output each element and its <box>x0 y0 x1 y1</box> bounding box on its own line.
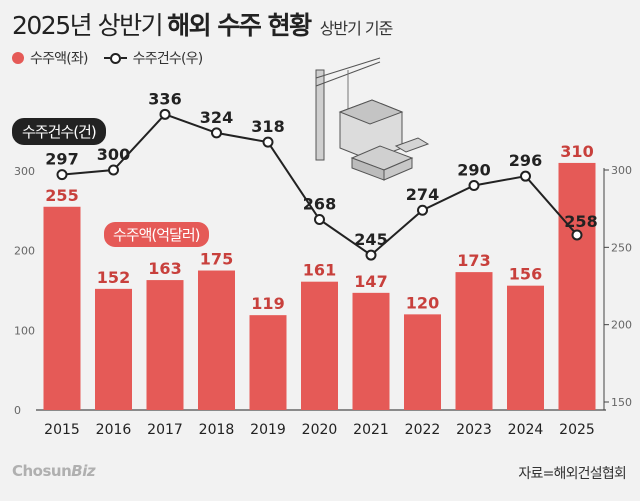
bar-value-2017: 163 <box>148 259 181 278</box>
x-tick-2017: 2017 <box>147 422 183 438</box>
x-axis-ticks: 2015 2016 2017 2018 2019 2020 2021 2022 2023 2024… <box>44 422 595 438</box>
right-tick-label: 200 <box>611 319 632 332</box>
bar-2021 <box>352 292 390 410</box>
count-point-2024 <box>520 170 531 182</box>
bar-2020 <box>301 281 338 410</box>
x-tick-2021: 2021 <box>353 422 389 438</box>
bar-2023 <box>455 272 493 410</box>
right-tick-label: 150 <box>611 396 632 409</box>
bar-value-2021: 147 <box>354 272 387 291</box>
count-point-2022 <box>417 204 428 216</box>
left-tick-label: 200 <box>14 245 35 258</box>
left-tick-label: 300 <box>14 165 35 178</box>
x-tick-2016: 2016 <box>96 422 132 438</box>
bar-value-2019: 119 <box>251 294 284 313</box>
construction-illustration <box>315 57 430 181</box>
bar-value-2024: 156 <box>509 265 542 284</box>
bar-value-2015: 255 <box>45 186 78 205</box>
count-value-2019: 318 <box>251 117 284 136</box>
title-strong: 해외 수주 현황 <box>167 11 312 40</box>
bar-2016 <box>95 288 132 410</box>
bar-value-2022: 120 <box>406 293 439 312</box>
count-point-2019 <box>262 136 274 148</box>
count-axis-tag: 수주건수(건) <box>12 118 106 145</box>
bar-value-2025: 310 <box>560 142 593 161</box>
bar-value-2016: 152 <box>97 268 130 287</box>
bar-value-2023: 173 <box>457 251 490 270</box>
legend-line-marker <box>103 52 127 64</box>
title-year: 2025년 상반기 <box>12 11 164 40</box>
legend-bar-marker <box>12 52 24 64</box>
count-point-2025 <box>571 229 583 241</box>
count-value-2021: 245 <box>354 230 387 249</box>
bar-2015 <box>43 206 81 410</box>
count-value-2017: 336 <box>148 89 181 108</box>
count-point-2020 <box>314 213 325 225</box>
x-tick-2025: 2025 <box>559 422 595 438</box>
count-value-2020: 268 <box>303 194 336 213</box>
left-tick-label: 100 <box>14 324 35 337</box>
line-value-labels: 297 300 336 324 318 268 245 274 290 296 258 <box>45 89 597 249</box>
count-point-2023 <box>468 179 480 191</box>
amount-axis-tag: 수주액(억달러) <box>104 222 209 247</box>
count-point-2017 <box>159 108 171 120</box>
count-value-2018: 324 <box>200 108 233 127</box>
bar-2018 <box>198 270 235 410</box>
source-note: 자료=해외건설협회 <box>518 466 626 482</box>
count-point-2016 <box>108 164 119 176</box>
x-tick-2020: 2020 <box>302 422 338 438</box>
count-value-2015: 297 <box>45 150 78 169</box>
x-tick-2024: 2024 <box>508 422 544 438</box>
count-value-2025: 258 <box>564 212 597 231</box>
count-value-2022: 274 <box>406 185 439 204</box>
x-tick-2015: 2015 <box>44 422 80 438</box>
count-point-2021 <box>365 249 377 261</box>
x-tick-2018: 2018 <box>199 422 235 438</box>
x-tick-2023: 2023 <box>456 422 492 438</box>
chart-title: 2025년 상반기 해외 수주 현황 상반기 기준 <box>12 6 394 42</box>
count-value-2016: 300 <box>97 145 130 164</box>
bar-2019 <box>249 315 287 410</box>
count-value-2023: 290 <box>457 160 490 179</box>
right-tick-label: 250 <box>611 241 632 254</box>
bar-2025 <box>558 162 596 410</box>
count-value-2024: 296 <box>509 151 542 170</box>
bar-series <box>43 162 596 410</box>
legend: 수주액(좌) 수주건수(우) <box>12 48 204 68</box>
bar-value-labels: 255 152 163 175 119 161 147 120 173 156 310 <box>45 142 593 313</box>
bar-value-2020: 161 <box>303 261 336 280</box>
left-tick-label: 0 <box>14 404 21 417</box>
title-subtitle: 상반기 기준 <box>319 19 394 38</box>
right-axis-ticks: 150 200 250 300 <box>604 164 632 409</box>
line-series <box>56 108 583 261</box>
bar-2024 <box>507 285 544 410</box>
x-tick-2022: 2022 <box>405 422 441 438</box>
bar-2017 <box>146 280 184 410</box>
left-axis-ticks: 0 100 200 300 <box>14 165 35 417</box>
bar-value-2018: 175 <box>200 250 233 269</box>
bar-2022 <box>404 314 441 410</box>
count-point-2018 <box>211 127 222 139</box>
publisher-logo: ChosunBiz <box>12 462 96 480</box>
count-point-2015 <box>56 169 68 181</box>
right-tick-label: 300 <box>611 164 632 177</box>
legend-amount-label: 수주액(좌) <box>30 51 88 67</box>
x-tick-2019: 2019 <box>250 422 286 438</box>
legend-count-label: 수주건수(우) <box>132 51 204 67</box>
